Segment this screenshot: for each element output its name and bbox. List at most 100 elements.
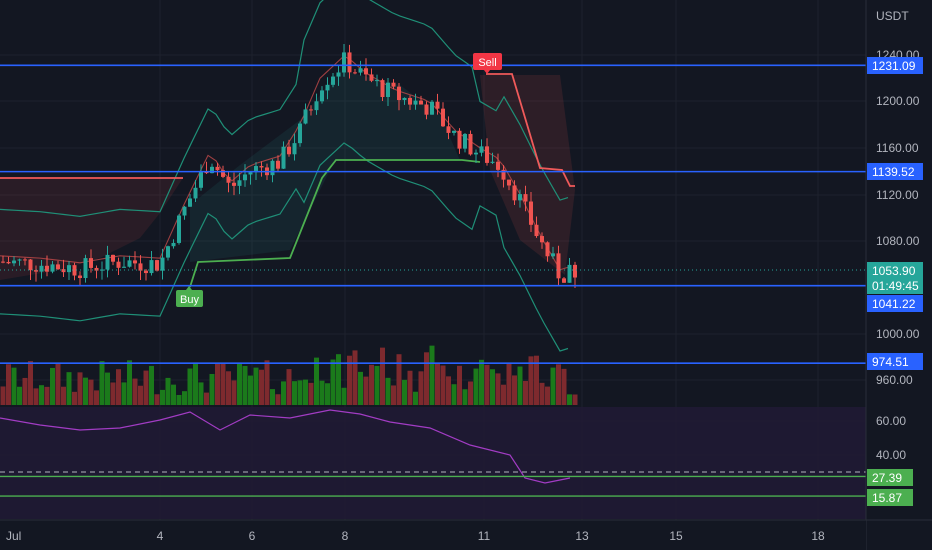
volume-bar xyxy=(550,367,556,405)
candle-body xyxy=(485,146,489,163)
time-tick: 4 xyxy=(157,529,164,543)
volume-bar xyxy=(297,380,303,405)
volume-bar xyxy=(149,365,154,405)
candle-body xyxy=(298,123,302,144)
volume-bar xyxy=(187,368,193,405)
price-tick: 1120.00 xyxy=(876,188,919,202)
candle-body xyxy=(463,133,467,149)
candle-body xyxy=(210,166,214,174)
candle-body xyxy=(155,260,159,271)
volume-bar xyxy=(440,365,446,405)
candle-body xyxy=(17,259,22,261)
volume-bar xyxy=(567,394,572,405)
volume-bar xyxy=(473,368,479,405)
rsi-tick: 60.00 xyxy=(876,414,906,428)
volume-bar xyxy=(39,385,44,405)
rsi-pane-background xyxy=(0,407,866,519)
volume-bar xyxy=(110,382,116,405)
volume-bar xyxy=(121,382,127,405)
candle-body xyxy=(193,187,198,199)
volume-bar xyxy=(402,379,407,405)
candle-body xyxy=(353,72,357,74)
volume-bar xyxy=(237,362,242,405)
level-tag-974: 974.51 xyxy=(872,355,909,369)
time-axis[interactable]: Jul 4 6 8 11 13 15 18 xyxy=(0,519,932,550)
candle-body xyxy=(496,161,500,170)
volume-bar xyxy=(429,345,435,405)
volume-bar xyxy=(66,372,72,405)
candle-body xyxy=(342,52,346,73)
volume-bar xyxy=(50,367,55,405)
volume-bar xyxy=(17,386,22,405)
volume-bar xyxy=(446,376,451,405)
candle-body xyxy=(287,146,291,155)
volume-bar xyxy=(314,357,319,405)
volume-bar xyxy=(319,380,325,405)
volume-bar xyxy=(22,377,28,405)
volume-bar xyxy=(484,364,490,405)
volume-bar xyxy=(160,389,165,405)
candle-body xyxy=(386,82,390,97)
volume-bar xyxy=(171,384,176,405)
candle-body xyxy=(160,257,165,271)
supertrend-down-2 xyxy=(486,73,575,187)
volume-bar xyxy=(303,379,308,405)
sell-signal[interactable]: Sell xyxy=(473,53,502,74)
rsi-line xyxy=(0,409,571,484)
candle-body xyxy=(237,180,242,186)
candle-body xyxy=(144,270,148,274)
level-tag-1139: 1139.52 xyxy=(872,165,915,179)
volume-bar xyxy=(347,355,352,405)
candle-body xyxy=(303,109,308,124)
last-price-tag: 1053.90 xyxy=(872,264,916,278)
price-axis[interactable]: USDT 1240.00 1200.00 1160.00 1120.00 108… xyxy=(865,0,932,550)
volume-bar xyxy=(198,382,204,405)
volume-bar xyxy=(11,367,17,405)
candle-body xyxy=(166,246,170,258)
volume-bar xyxy=(451,384,457,405)
volume-bar xyxy=(6,364,11,405)
candle-body xyxy=(116,261,121,268)
volume-bar xyxy=(407,370,413,405)
volume-bar xyxy=(61,386,66,405)
candle-body xyxy=(540,236,544,243)
candle-body xyxy=(105,254,110,270)
candle-body xyxy=(281,146,286,169)
volume-bar xyxy=(248,375,253,405)
volume-bar xyxy=(435,362,440,405)
candle-body xyxy=(331,76,335,85)
volume-bar xyxy=(512,375,517,405)
candle-body xyxy=(78,275,82,279)
volume-bar xyxy=(116,369,121,405)
candle-body xyxy=(446,126,451,133)
candle-body xyxy=(177,215,181,243)
buy-signal[interactable]: Buy xyxy=(176,286,203,307)
volume-bar xyxy=(154,394,160,405)
volume-bar xyxy=(539,382,545,405)
candle-body xyxy=(243,174,247,181)
volume-bar xyxy=(479,359,484,405)
volume-bar xyxy=(105,372,110,405)
candle-body xyxy=(122,266,126,268)
volume-bar xyxy=(523,380,528,405)
buy-label: Buy xyxy=(180,294,199,306)
volume-bar xyxy=(0,386,6,405)
candle-body xyxy=(94,267,99,271)
candle-body xyxy=(89,258,93,268)
candle-body xyxy=(435,101,440,109)
candle-body xyxy=(149,260,154,274)
volume-bar xyxy=(209,373,215,405)
price-tick: 1080.00 xyxy=(876,234,920,248)
time-tick: 18 xyxy=(811,529,825,543)
volume-bar xyxy=(325,383,330,405)
candle-body xyxy=(369,74,374,81)
price-tick: 1000.00 xyxy=(876,327,920,341)
candle-body xyxy=(545,242,550,257)
candle-body xyxy=(270,160,275,176)
volume-bar xyxy=(369,364,374,405)
volume-bar xyxy=(462,389,468,405)
time-tick: 11 xyxy=(478,529,491,543)
candle-body xyxy=(358,68,363,73)
volume-bar xyxy=(352,350,358,405)
